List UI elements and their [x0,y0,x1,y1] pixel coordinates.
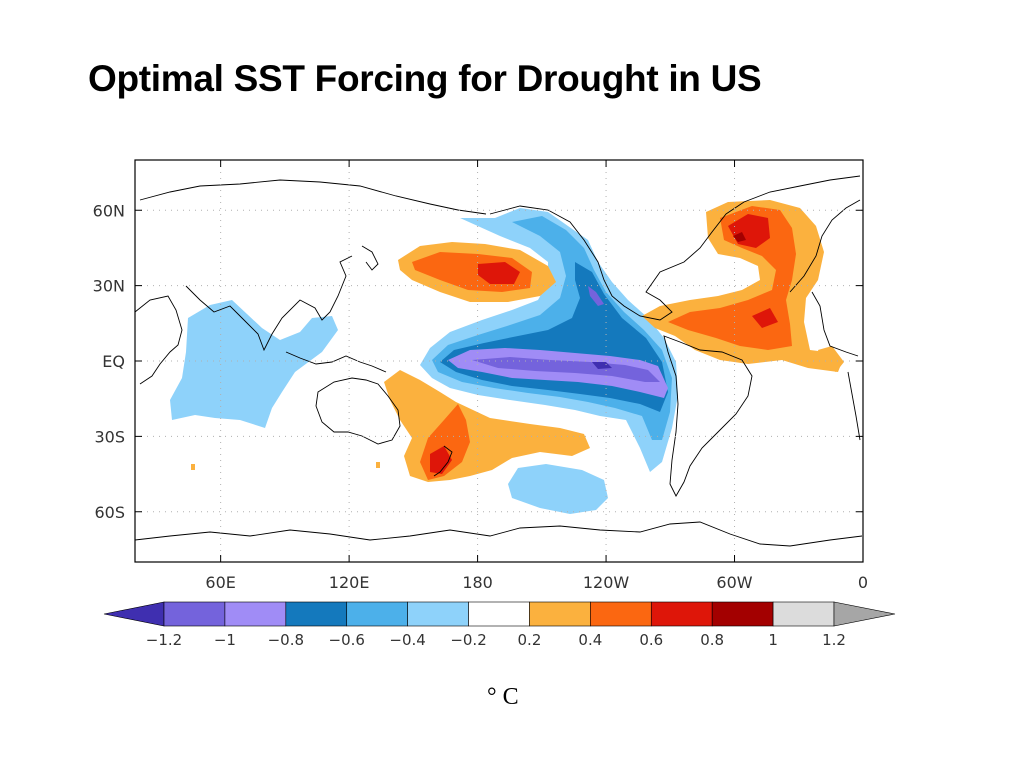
colorbar-unit-label: ° C [487,684,519,710]
north-atlantic-warm-deep-core [733,232,746,242]
west-africa-coastline [811,291,859,357]
colorbar-tick-label: 0.2 [518,631,542,649]
colorbar-bin [163,601,226,627]
colorbar-tick-label: 1 [768,631,778,649]
colorbar-bin [407,601,469,627]
new-zealand-coastline [433,445,453,477]
north-pacific-warm-core [478,262,520,284]
colorbar-tick-label: −0.8 [268,631,304,649]
indian-ocean-cool-region [170,300,338,428]
pacific-cool-core [472,357,660,382]
south-pacific-cool-region [508,464,608,514]
australia-coastline [315,377,401,445]
colorbar-tick-label: 0.8 [700,631,724,649]
lon-tick-label: 0 [858,573,868,592]
lon-tick-label: 120E [329,573,370,592]
colorbar-bin [529,601,591,627]
colorbar-tick-label: −1.2 [146,631,182,649]
graticule [135,160,863,562]
small-warm-patch-1 [191,464,195,470]
longitude-axis: 60E 120E 180 120W 60W 0 [205,160,868,592]
south-asia-coastline [185,255,353,352]
coastlines [135,175,863,547]
latitude-axis: 60N 30N EQ 30S 60S [93,201,863,522]
colorbar-min-triangle [103,601,165,627]
slide-title: Optimal SST Forcing for Drought in US [88,58,762,99]
colorbar-bin [224,601,287,627]
pacific-cool-deep-core [592,362,612,369]
colorbar-tick-label: −0.2 [450,631,486,649]
colorbar-bin [590,601,652,627]
colorbar-bin [285,601,348,627]
colorbar-bin [772,601,835,627]
antarctica-coastline [135,521,863,547]
colorbar-tick-label: −1 [214,631,236,649]
lat-tick-label: 30S [94,427,125,446]
colorbar-bin [346,601,408,627]
lat-tick-label: 60N [93,201,125,220]
africa-coast-warm-patch [818,346,844,372]
lon-tick-label: 60W [716,573,752,592]
lon-tick-label: 60E [205,573,235,592]
south-america-coastline [663,335,753,497]
japan-coastline [361,245,379,271]
colorbar-bin [711,601,774,627]
colorbar-max-triangle [833,601,896,627]
colorbar-tick-label: 0.4 [578,631,602,649]
colorbar-bin [650,601,713,627]
africa-west-coastline [847,371,861,441]
anomaly-shading [170,200,844,514]
maritime-continent-coastline [285,351,387,373]
tropical-atlantic-warm-core [752,308,778,328]
lon-tick-label: 120W [583,573,630,592]
africa-coastline [135,295,183,385]
north-asia-coastline [139,179,487,215]
colorbar-bin [468,601,530,627]
colorbar-tick-label: −0.4 [389,631,425,649]
lat-tick-label: 60S [94,503,125,522]
colorbar-tick-label: 0.6 [639,631,663,649]
small-warm-patch-2 [376,462,380,468]
north-america-coastline [489,175,861,321]
lon-tick-label: 180 [462,573,493,592]
colorbar: −1.2 −1 −0.8 −0.6 −0.4 −0.2 0.2 0.4 0.6 0.8 1 1.2 [103,601,896,649]
colorbar-tick-label: 1.2 [822,631,846,649]
europe-coastline [789,199,861,293]
colorbar-tick-label: −0.6 [329,631,365,649]
southwest-pacific-warm-core [430,446,452,474]
lat-tick-label: 30N [93,277,125,296]
lat-tick-label: EQ [102,352,125,371]
baja-cool-core [588,286,604,306]
